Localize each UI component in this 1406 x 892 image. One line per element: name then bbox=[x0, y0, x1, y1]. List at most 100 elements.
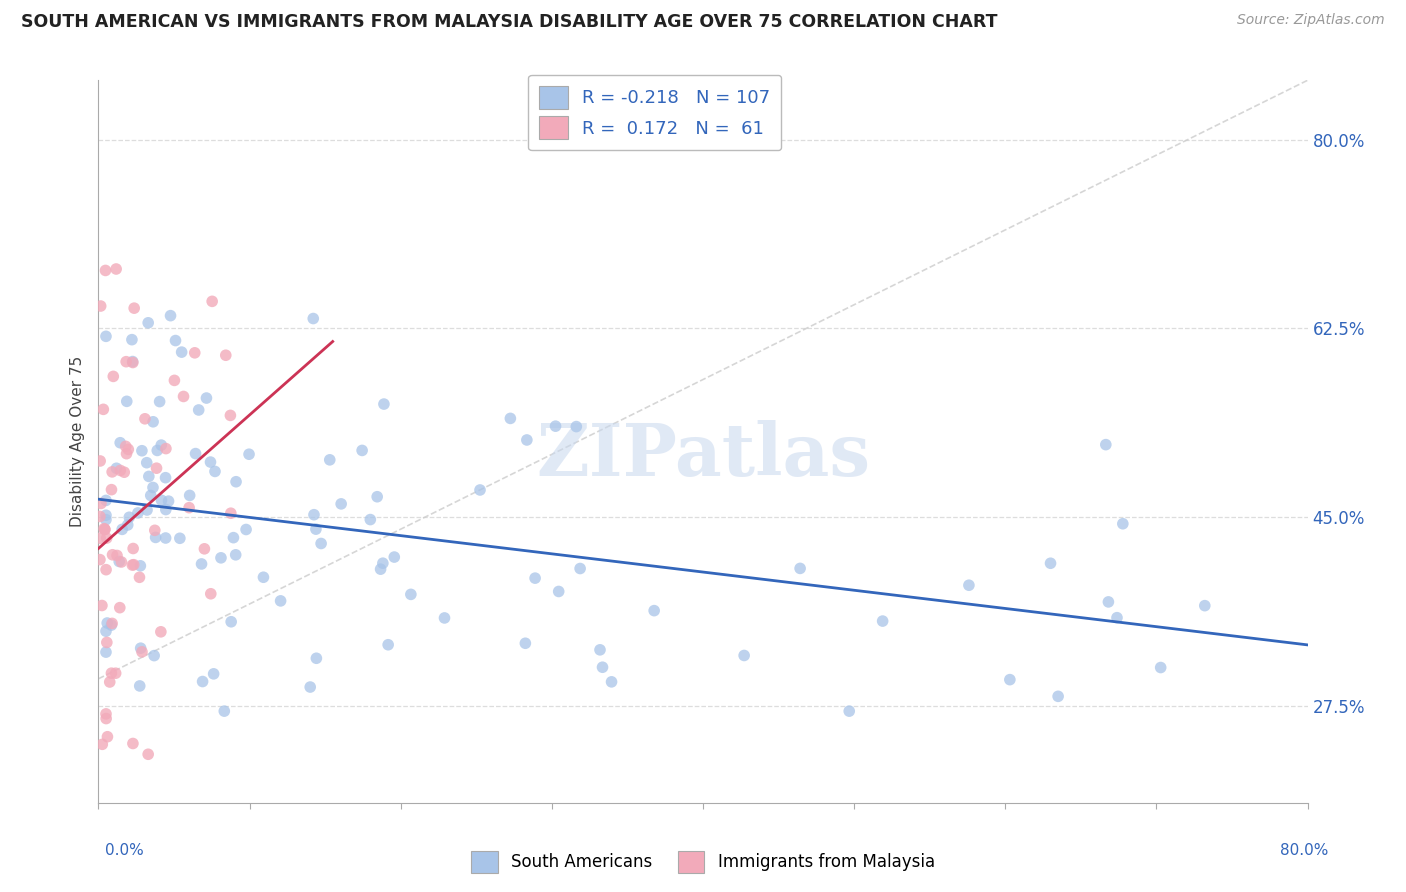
Point bbox=[165, 334, 187, 348]
Point bbox=[96, 615, 118, 630]
Point bbox=[195, 391, 218, 405]
Point bbox=[366, 490, 388, 504]
Point bbox=[128, 679, 150, 693]
Point bbox=[94, 563, 117, 577]
Point bbox=[191, 674, 214, 689]
Point bbox=[121, 333, 143, 347]
Point bbox=[94, 493, 117, 508]
Point bbox=[105, 461, 128, 475]
Point bbox=[600, 674, 623, 689]
Point bbox=[370, 562, 392, 576]
Point bbox=[1039, 556, 1062, 570]
Point bbox=[98, 675, 121, 690]
Point bbox=[91, 402, 114, 417]
Point bbox=[1097, 595, 1119, 609]
Point bbox=[149, 394, 172, 409]
Point bbox=[136, 747, 159, 762]
Point bbox=[184, 346, 207, 360]
Point bbox=[122, 737, 145, 751]
Point bbox=[179, 500, 201, 515]
Point bbox=[157, 494, 180, 508]
Point bbox=[330, 497, 353, 511]
Point bbox=[1105, 610, 1128, 624]
Point bbox=[592, 660, 614, 674]
Point bbox=[163, 373, 186, 387]
Point bbox=[190, 557, 212, 571]
Point bbox=[115, 394, 138, 409]
Point bbox=[122, 558, 145, 572]
Point bbox=[377, 638, 399, 652]
Point bbox=[108, 554, 131, 568]
Point bbox=[122, 301, 145, 315]
Point bbox=[270, 594, 292, 608]
Point bbox=[118, 510, 141, 524]
Point bbox=[108, 435, 131, 450]
Point bbox=[524, 571, 547, 585]
Point bbox=[127, 506, 149, 520]
Point bbox=[89, 552, 111, 566]
Point bbox=[214, 704, 236, 718]
Point bbox=[200, 455, 222, 469]
Point bbox=[91, 737, 114, 751]
Point bbox=[94, 712, 117, 726]
Point bbox=[201, 294, 224, 309]
Point bbox=[155, 471, 177, 485]
Point bbox=[94, 508, 117, 523]
Point bbox=[117, 442, 139, 457]
Point bbox=[238, 447, 260, 461]
Point bbox=[146, 443, 169, 458]
Point bbox=[94, 329, 117, 343]
Point bbox=[219, 409, 242, 423]
Point bbox=[149, 624, 172, 639]
Point bbox=[200, 587, 222, 601]
Point bbox=[515, 636, 537, 650]
Point bbox=[94, 513, 117, 527]
Point bbox=[101, 465, 124, 479]
Point bbox=[94, 523, 117, 537]
Text: Source: ZipAtlas.com: Source: ZipAtlas.com bbox=[1237, 13, 1385, 28]
Point bbox=[516, 433, 538, 447]
Point bbox=[103, 369, 125, 384]
Point bbox=[90, 496, 112, 510]
Point bbox=[222, 531, 245, 545]
Point bbox=[121, 558, 143, 572]
Point bbox=[94, 263, 117, 277]
Point bbox=[134, 412, 156, 426]
Point bbox=[94, 624, 117, 639]
Point bbox=[101, 616, 124, 631]
Point bbox=[145, 530, 167, 544]
Point bbox=[96, 531, 118, 545]
Point bbox=[399, 587, 422, 601]
Point bbox=[128, 570, 150, 584]
Point bbox=[129, 558, 152, 573]
Point bbox=[305, 522, 328, 536]
Point bbox=[121, 355, 143, 369]
Point bbox=[110, 463, 132, 477]
Point bbox=[100, 666, 122, 681]
Point bbox=[89, 454, 111, 468]
Point bbox=[131, 645, 153, 659]
Point bbox=[569, 561, 592, 575]
Point bbox=[101, 548, 124, 562]
Point bbox=[193, 541, 215, 556]
Point bbox=[838, 704, 860, 718]
Point bbox=[93, 522, 115, 536]
Point bbox=[219, 615, 242, 629]
Point bbox=[1094, 437, 1116, 451]
Point bbox=[872, 614, 894, 628]
Point bbox=[94, 706, 117, 721]
Point bbox=[235, 523, 257, 537]
Point bbox=[150, 493, 173, 508]
Point bbox=[547, 584, 569, 599]
Point bbox=[139, 488, 162, 502]
Point bbox=[108, 600, 131, 615]
Point bbox=[114, 439, 136, 453]
Point bbox=[733, 648, 755, 663]
Legend: South Americans, Immigrants from Malaysia: South Americans, Immigrants from Malaysi… bbox=[464, 845, 942, 880]
Point bbox=[136, 503, 159, 517]
Point bbox=[299, 680, 322, 694]
Point bbox=[94, 645, 117, 659]
Point bbox=[96, 635, 118, 649]
Point bbox=[142, 480, 165, 494]
Point bbox=[219, 506, 242, 520]
